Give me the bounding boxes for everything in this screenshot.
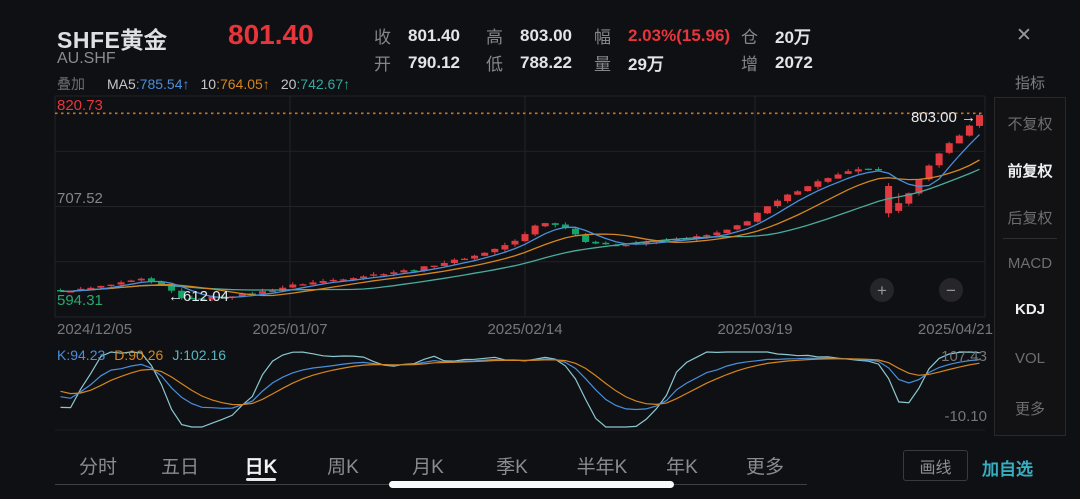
kdj-d-value: D:90.26: [114, 347, 164, 363]
y-axis-label-mid: 707.52: [57, 190, 103, 207]
stat-low: 低 788.22: [486, 52, 572, 75]
candlestick-series: [57, 113, 983, 302]
ma5-readout: MA5:785.54↑: [107, 76, 190, 92]
x-axis-date-0: 2024/12/05: [57, 321, 133, 338]
kdj-j-value: J:102.16: [172, 347, 227, 363]
stat-open-interest: 仓 20万: [741, 28, 811, 47]
y-axis-label-top: 820.73: [57, 97, 103, 114]
instrument-symbol: AU.SHF: [57, 50, 116, 67]
sidebar-item-no-adjust[interactable]: 不复权: [1007, 116, 1053, 133]
draw-line-button[interactable]: 画线: [903, 450, 968, 481]
sidebar-item-forward-adjust[interactable]: 前复权: [1007, 163, 1053, 180]
tab-five-day[interactable]: 五日: [160, 457, 200, 478]
tab-half-year-k[interactable]: 半年K: [576, 457, 628, 478]
lowest-price-marker: ←612.04: [168, 288, 229, 305]
stats-column-change-volume: 幅 2.03%(15.96) 量 29万: [594, 22, 739, 76]
stat-oi-change: 增 2072: [741, 52, 813, 75]
sidebar-item-macd[interactable]: MACD: [1007, 255, 1053, 272]
sidebar-item-more[interactable]: 更多: [1014, 401, 1045, 418]
tab-quarterly-k[interactable]: 季K: [496, 457, 528, 478]
x-axis-date-1: 2025/01/07: [252, 321, 328, 338]
y-axis-label-bottom: 594.31: [57, 292, 103, 309]
ma-overlay-bar: 叠加 MA5:785.54↑ 10:764.05↑ 20:742.67↑: [57, 74, 361, 94]
x-axis-date-3: 2025/03/19: [717, 321, 793, 338]
stat-volume: 量 29万: [594, 55, 664, 74]
kdj-scale-min: -10.10: [944, 408, 987, 425]
kdj-scale-max: 107.43: [941, 348, 987, 365]
tab-weekly-k[interactable]: 周K: [327, 457, 359, 478]
zoom-out-button[interactable]: −: [939, 278, 963, 302]
ma10-readout: 10:764.05↑: [200, 76, 270, 92]
kdj-k-value: K:94.23: [57, 347, 106, 363]
overlay-button[interactable]: 叠加: [57, 76, 85, 92]
moving-average-lines: [60, 134, 980, 299]
sidebar-panel: [994, 97, 1066, 436]
add-watchlist-button[interactable]: 加自选: [982, 460, 1033, 479]
stat-close: 收 801.40: [374, 25, 460, 48]
stats-column-high-low: 高 803.00 低 788.22: [486, 22, 594, 76]
stat-open: 开 790.12: [374, 52, 460, 75]
stat-change: 幅 2.03%(15.96): [594, 25, 731, 48]
highest-price-marker: 803.00 →: [910, 109, 976, 126]
stat-high: 高 803.00: [486, 25, 572, 48]
tab-daily-k[interactable]: 日K: [244, 457, 278, 478]
price-chart-canvas[interactable]: [0, 0, 1080, 460]
zoom-in-button[interactable]: +: [870, 278, 894, 302]
ma20-readout: 20:742.67↑: [280, 76, 351, 92]
tab-scrollbar-thumb[interactable]: [389, 481, 674, 488]
x-axis-date-4: 2025/04/21: [917, 321, 993, 338]
active-tab-underline: [246, 478, 276, 481]
sidebar-item-backward-adjust[interactable]: 后复权: [1007, 210, 1053, 227]
stats-column-close-open: 收 801.40 开 790.12: [374, 22, 482, 76]
tab-minute[interactable]: 分时: [78, 457, 118, 478]
close-icon[interactable]: ✕: [1016, 25, 1032, 46]
stats-column-oi: 仓 20万 增 2072: [741, 22, 849, 76]
tab-more[interactable]: 更多: [745, 457, 785, 478]
last-price: 801.40: [228, 19, 314, 50]
sidebar-divider: [1003, 238, 1057, 239]
tab-yearly-k[interactable]: 年K: [666, 457, 698, 478]
sidebar-header-indicator: 指标: [1014, 75, 1045, 92]
x-axis-date-2: 2025/02/14: [487, 321, 563, 338]
sidebar-item-kdj[interactable]: KDJ: [1014, 301, 1045, 318]
chart-gridlines: [54, 95, 986, 431]
sidebar-item-vol[interactable]: VOL: [1014, 350, 1045, 367]
kdj-readout: K:94.23 D:90.26 J:102.16: [57, 347, 226, 363]
kdj-indicator-lines: [60, 351, 980, 428]
tab-monthly-k[interactable]: 月K: [412, 457, 444, 478]
instrument-title: SHFE黄金: [57, 27, 168, 53]
